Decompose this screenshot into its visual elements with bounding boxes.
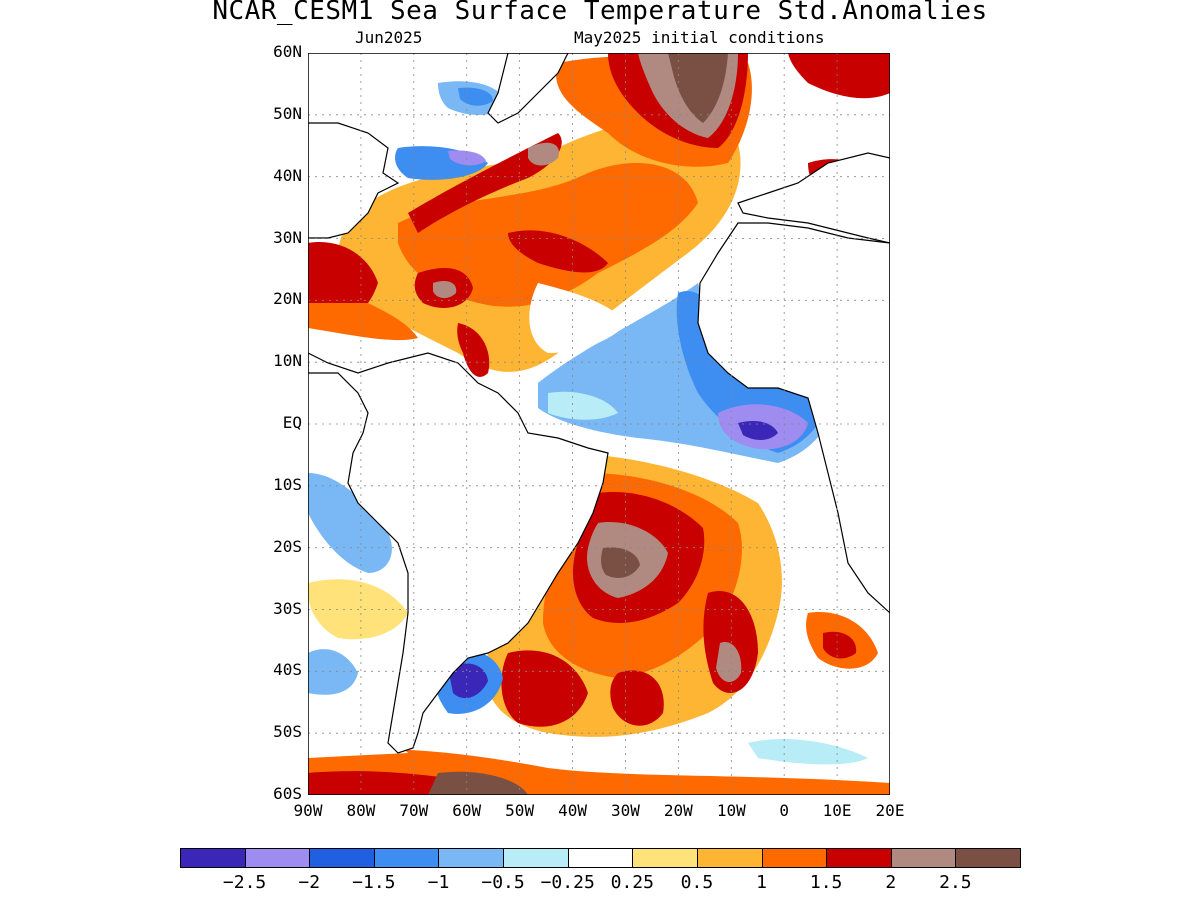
lat-label: 40S: [273, 660, 302, 680]
colorbar-swatch: [244, 848, 311, 868]
colorbar-swatch: [632, 848, 698, 868]
colorbar-label: 0.5: [680, 872, 714, 893]
colorbar: [180, 848, 1021, 870]
colorbar-label: 1: [756, 872, 767, 893]
colorbar-label: 2.5: [939, 872, 972, 893]
colorbar-swatch: [180, 848, 246, 868]
colorbar-swatch: [955, 848, 1021, 868]
colorbar-label: 2: [885, 872, 897, 893]
colorbar-label: 0.25: [610, 872, 654, 893]
colorbar-swatch: [890, 848, 957, 868]
initial-conditions: May2025 initial conditions: [574, 28, 825, 47]
colorbar-label: −0.25: [540, 872, 595, 893]
lat-label: EQ: [282, 413, 302, 432]
lon-label: 70W: [399, 801, 429, 820]
lat-label: 50N: [273, 103, 302, 123]
graticule: [308, 53, 890, 795]
colorbar-swatch: [696, 848, 763, 868]
colorbar-swatch: [309, 848, 375, 868]
lat-label: 20N: [273, 289, 302, 309]
colorbar-swatch: [438, 848, 505, 868]
colorbar-swatch: [826, 848, 892, 868]
colorbar-swatch: [503, 848, 569, 868]
lon-label: 0: [779, 801, 789, 820]
lon-label: 60W: [452, 801, 482, 820]
lat-label: 50S: [273, 722, 302, 742]
lat-label: 30N: [273, 227, 302, 247]
lat-label: 30S: [273, 598, 302, 618]
colorbar-swatch: [373, 848, 440, 868]
map-canvas: [308, 53, 890, 795]
lat-label: 20S: [273, 536, 302, 556]
lon-label: 10W: [716, 801, 746, 820]
lon-label: 90W: [293, 801, 323, 820]
lat-label: 40N: [273, 165, 302, 185]
lon-label: 20E: [875, 801, 905, 820]
lat-label: 60S: [273, 784, 302, 803]
land-mask: [308, 53, 890, 754]
colorbar-label: −0.5: [481, 872, 525, 893]
lon-label: 80W: [346, 801, 376, 820]
colorbar-label: −2.5: [222, 872, 267, 893]
colorbar-label: −2: [298, 872, 321, 893]
forecast-month: Jun2025: [355, 28, 423, 47]
lon-label: 20W: [663, 801, 693, 820]
chart-title: NCAR_CESM1 Sea Surface Temperature Std.A…: [212, 0, 988, 26]
sst-anomaly-map: [308, 53, 890, 795]
lon-label: 40W: [558, 801, 587, 820]
lat-label: 10N: [273, 351, 302, 371]
lon-label: 50W: [505, 801, 535, 820]
colorbar-label: −1.5: [352, 872, 396, 893]
lon-label: 30W: [611, 801, 640, 820]
lat-label: 60N: [273, 42, 302, 61]
lon-label: 10E: [822, 801, 852, 820]
lat-label: 10S: [273, 474, 302, 494]
colorbar-swatch: [567, 848, 634, 868]
colorbar-label: 1.5: [809, 872, 843, 893]
colorbar-swatch: [761, 848, 828, 868]
colorbar-label: −1: [427, 872, 450, 893]
